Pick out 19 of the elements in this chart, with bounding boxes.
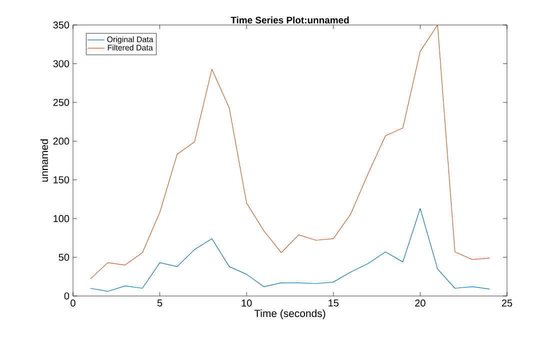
x-tick-label: 5 [157,300,162,306]
chart-title: Time Series Plot:unnamed [230,16,349,24]
y-tick-label: 50 [58,254,70,261]
y-tick-label: 200 [53,138,70,145]
x-tick-label: 0 [70,300,76,307]
y-tick-label: 150 [54,176,70,184]
y-tick-label: 250 [53,98,70,106]
line-series [90,25,490,280]
x-tick-label: 20 [415,300,426,307]
y-tick-label: 100 [54,215,70,222]
y-tick-label: 300 [53,60,70,68]
x-tick-label: 25 [502,300,512,307]
x-tick-label: 15 [328,300,339,306]
y-tick-label: 350 [53,21,70,29]
x-axis-title: Time (seconds) [254,309,326,320]
line-series [90,208,490,292]
y-axis-title: unnamed [40,139,48,182]
y-tick-label: 0 [64,292,70,300]
x-tick-label: 10 [242,300,252,307]
